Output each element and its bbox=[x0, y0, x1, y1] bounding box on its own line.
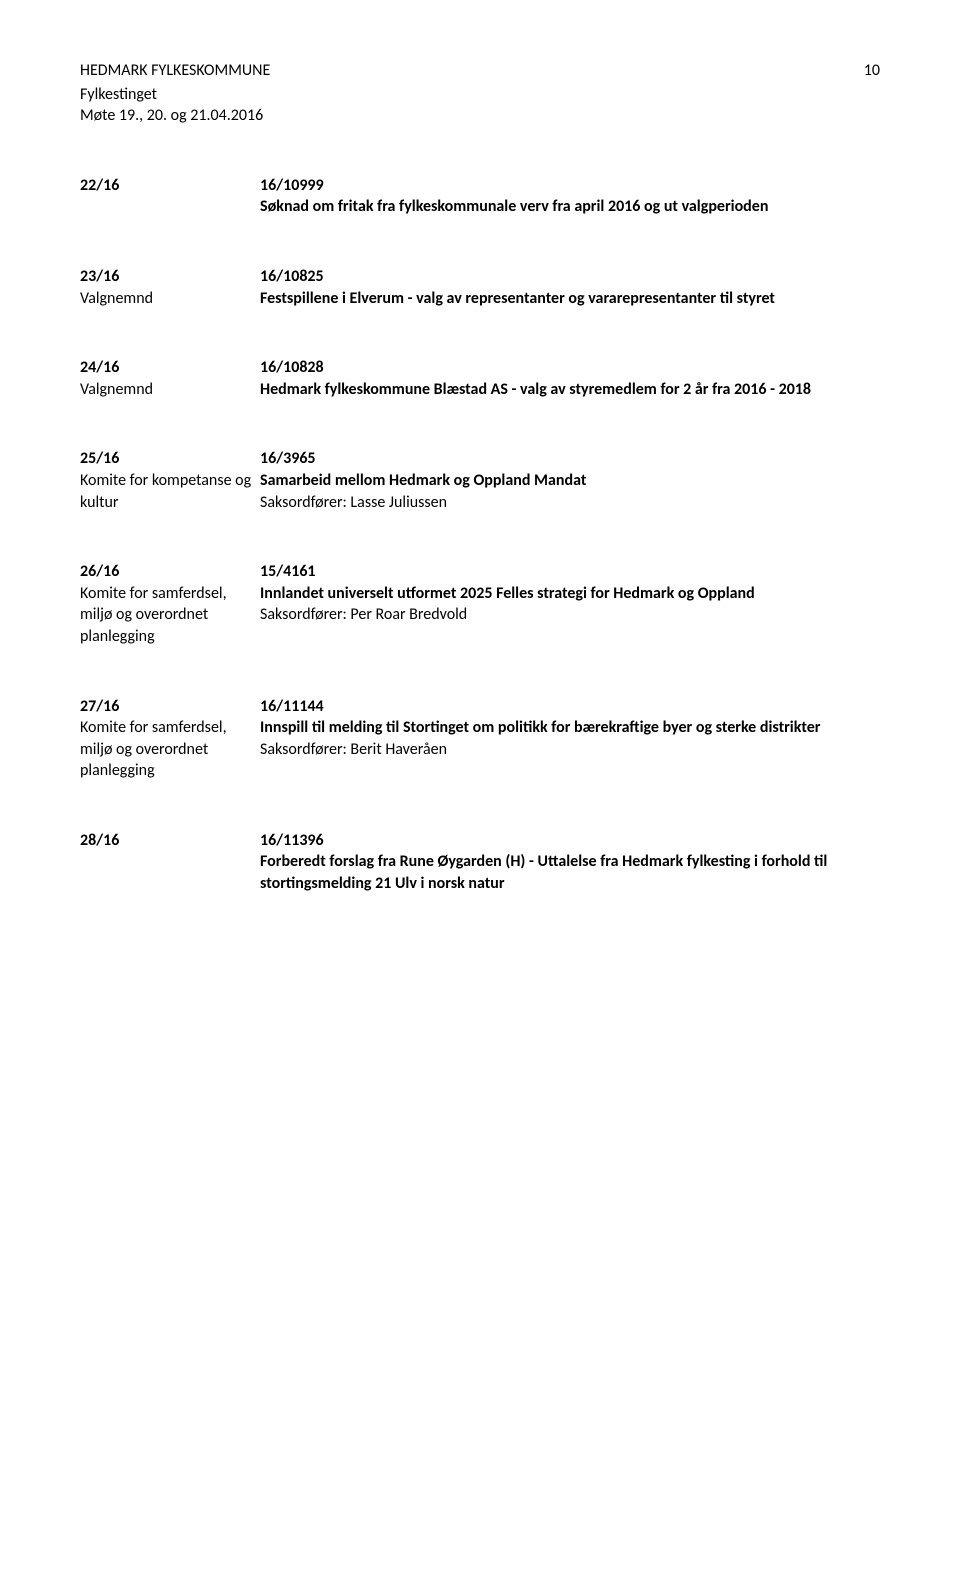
item-committee: Komite for samferdsel, miljø og overordn… bbox=[80, 583, 260, 648]
meeting-date: Møte 19., 20. og 21.04.2016 bbox=[80, 105, 880, 127]
case-title: Samarbeid mellom Hedmark og Oppland Mand… bbox=[260, 470, 880, 492]
case-number: 16/10825 bbox=[260, 266, 880, 288]
agenda-item: 23/16Valgnemnd16/10825Festspillene i Elv… bbox=[80, 266, 880, 309]
agenda-item: 22/1616/10999Søknad om fritak fra fylkes… bbox=[80, 175, 880, 218]
case-number: 16/3965 bbox=[260, 448, 880, 470]
item-number: 22/16 bbox=[80, 175, 260, 197]
item-number: 28/16 bbox=[80, 830, 260, 852]
case-number: 16/10999 bbox=[260, 175, 880, 197]
item-number: 23/16 bbox=[80, 266, 260, 288]
case-number: 16/11144 bbox=[260, 696, 880, 718]
item-committee: Valgnemnd bbox=[80, 288, 260, 310]
case-ordforer: Saksordfører: Berit Haveråen bbox=[260, 739, 880, 761]
case-number: 15/4161 bbox=[260, 561, 880, 583]
agenda-item-left: 23/16Valgnemnd bbox=[80, 266, 260, 309]
agenda-item-left: 27/16Komite for samferdsel, miljø og ove… bbox=[80, 696, 260, 782]
case-title: Festspillene i Elverum - valg av represe… bbox=[260, 288, 880, 310]
case-ordforer: Saksordfører: Per Roar Bredvold bbox=[260, 604, 880, 626]
org-name: HEDMARK FYLKESKOMMUNE bbox=[80, 60, 270, 82]
agenda-item-right: 16/10825Festspillene i Elverum - valg av… bbox=[260, 266, 880, 309]
agenda-item-right: 16/11144Innspill til melding til Stortin… bbox=[260, 696, 880, 782]
body-name: Fylkestinget bbox=[80, 84, 880, 106]
case-title: Innlandet universelt utformet 2025 Felle… bbox=[260, 583, 880, 605]
agenda-item-right: 16/11396Forberedt forslag fra Rune Øygar… bbox=[260, 830, 880, 895]
agenda-item-right: 16/10828Hedmark fylkeskommune Blæstad AS… bbox=[260, 357, 880, 400]
case-title: Forberedt forslag fra Rune Øygarden (H) … bbox=[260, 851, 880, 894]
agenda-item: 28/1616/11396Forberedt forslag fra Rune … bbox=[80, 830, 880, 895]
page-number: 10 bbox=[864, 60, 880, 82]
item-number: 26/16 bbox=[80, 561, 260, 583]
agenda-item: 24/16Valgnemnd16/10828Hedmark fylkeskomm… bbox=[80, 357, 880, 400]
document-header: HEDMARK FYLKESKOMMUNE 10 Fylkestinget Mø… bbox=[80, 60, 880, 127]
item-committee: Komite for samferdsel, miljø og overordn… bbox=[80, 717, 260, 782]
agenda-item-left: 28/16 bbox=[80, 830, 260, 895]
agenda-item-right: 16/10999Søknad om fritak fra fylkeskommu… bbox=[260, 175, 880, 218]
item-number: 25/16 bbox=[80, 448, 260, 470]
case-title: Hedmark fylkeskommune Blæstad AS - valg … bbox=[260, 379, 880, 401]
agenda-item-left: 25/16Komite for kompetanse og kultur bbox=[80, 448, 260, 513]
item-committee: Valgnemnd bbox=[80, 379, 260, 401]
case-title: Innspill til melding til Stortinget om p… bbox=[260, 717, 880, 739]
case-ordforer: Saksordfører: Lasse Juliussen bbox=[260, 492, 880, 514]
case-title: Søknad om fritak fra fylkeskommunale ver… bbox=[260, 196, 880, 218]
agenda-item-left: 24/16Valgnemnd bbox=[80, 357, 260, 400]
item-number: 27/16 bbox=[80, 696, 260, 718]
agenda-item: 27/16Komite for samferdsel, miljø og ove… bbox=[80, 696, 880, 782]
agenda-item-left: 22/16 bbox=[80, 175, 260, 218]
agenda-item-right: 15/4161Innlandet universelt utformet 202… bbox=[260, 561, 880, 647]
agenda-list: 22/1616/10999Søknad om fritak fra fylkes… bbox=[80, 175, 880, 895]
agenda-item-right: 16/3965Samarbeid mellom Hedmark og Oppla… bbox=[260, 448, 880, 513]
case-number: 16/10828 bbox=[260, 357, 880, 379]
agenda-item: 25/16Komite for kompetanse og kultur16/3… bbox=[80, 448, 880, 513]
item-committee: Komite for kompetanse og kultur bbox=[80, 470, 260, 513]
case-number: 16/11396 bbox=[260, 830, 880, 852]
agenda-item: 26/16Komite for samferdsel, miljø og ove… bbox=[80, 561, 880, 647]
agenda-item-left: 26/16Komite for samferdsel, miljø og ove… bbox=[80, 561, 260, 647]
item-number: 24/16 bbox=[80, 357, 260, 379]
